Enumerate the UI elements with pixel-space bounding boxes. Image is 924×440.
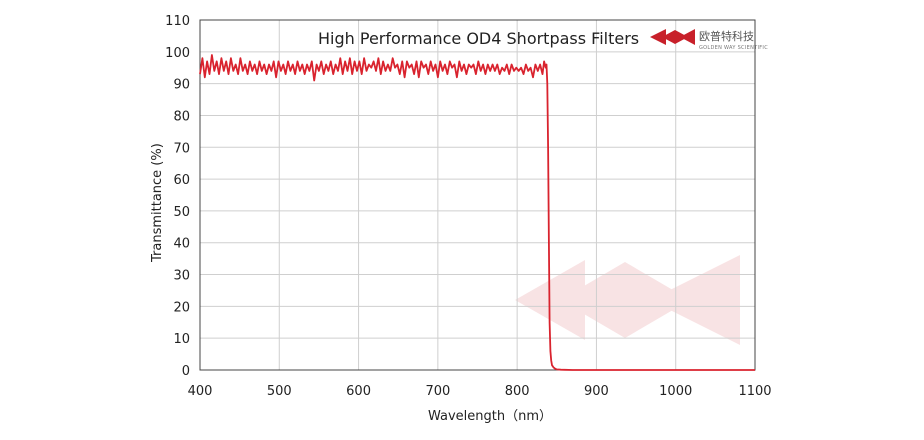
company-logo: 欧普特科技 GOLDEN WAY SCIENTIFIC [650, 29, 768, 51]
y-tick-label: 10 [173, 332, 190, 347]
y-tick-label: 110 [165, 14, 190, 29]
chart-title: High Performance OD4 Shortpass Filters [318, 29, 639, 48]
x-tick-label: 900 [584, 384, 609, 399]
y-tick-label: 20 [173, 300, 190, 315]
x-tick-label: 1000 [659, 384, 692, 399]
y-tick-label: 50 [173, 205, 190, 220]
x-tick-label: 1100 [738, 384, 771, 399]
logo-mark-right [680, 29, 695, 45]
y-axis-ticks: 0 10 20 30 40 50 60 70 80 90 100 110 [165, 14, 190, 379]
y-tick-label: 80 [173, 109, 190, 124]
x-tick-label: 700 [425, 384, 450, 399]
grid-lines [200, 20, 755, 370]
y-tick-label: 70 [173, 141, 190, 156]
logo-mark-left [650, 29, 666, 45]
x-tick-label: 400 [188, 384, 213, 399]
y-axis-title: Transmittance (%) [150, 143, 165, 263]
transmittance-series-line [199, 54, 755, 371]
logo-text: 欧普特科技 [699, 29, 754, 43]
x-tick-label: 500 [267, 384, 292, 399]
y-tick-label: 30 [173, 269, 190, 284]
y-tick-label: 60 [173, 173, 190, 188]
x-tick-label: 600 [346, 384, 371, 399]
plot-area [199, 19, 756, 371]
logo-subtext: GOLDEN WAY SCIENTIFIC [699, 45, 768, 51]
x-axis-title: Wavelength（nm） [428, 409, 552, 424]
y-tick-label: 40 [173, 237, 190, 252]
y-tick-label: 90 [173, 78, 190, 93]
y-tick-label: 100 [165, 46, 190, 61]
x-tick-label: 800 [505, 384, 530, 399]
x-axis-ticks: 400 500 600 700 800 900 1000 1100 [188, 384, 772, 399]
logo-mark-middle [662, 30, 688, 44]
y-tick-label: 0 [182, 364, 190, 379]
